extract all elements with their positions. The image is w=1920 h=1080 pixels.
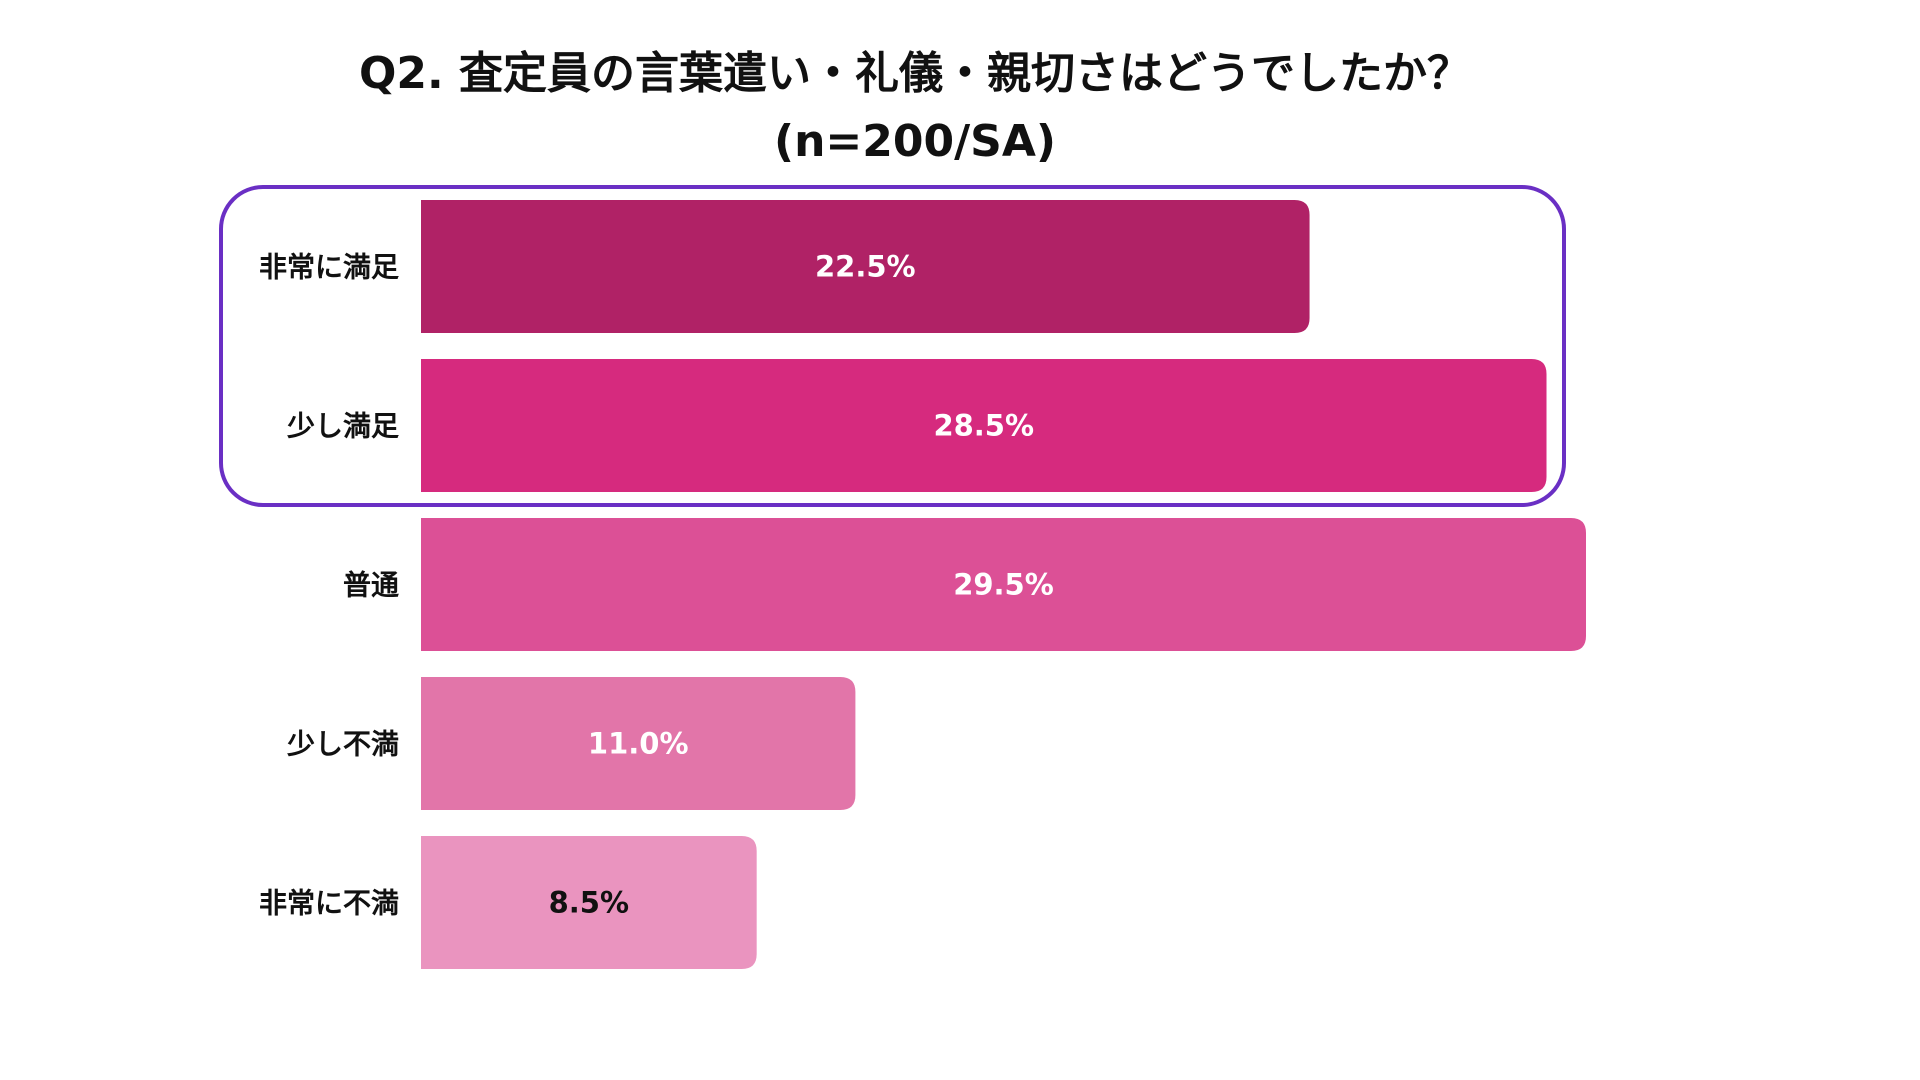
bar-3 [421,518,1586,651]
category-label: 少し不満 [287,728,399,761]
chart-subtitle: (n=200/SA) [774,116,1056,167]
bar-4 [421,677,856,810]
bar-1 [421,200,1310,333]
category-label: 少し満足 [287,410,399,443]
chart-title: Q2. 査定員の言葉遣い・礼儀・親切さはどうでしたか？ [359,48,1471,99]
bar-5 [421,836,757,969]
value-label: 11.0% [588,727,689,761]
category-label: 普通 [343,569,399,602]
bar-group: 非常に満足 22.5% 少し満足 28.5% 普通 29.5% 少し不満 11.0% 非常に不満… [219,185,1586,969]
bar-2 [421,359,1547,492]
value-label: 28.5% [933,409,1034,443]
category-label: 非常に不満 [259,887,399,920]
category-label: 非常に満足 [259,251,399,284]
highlight-frame [219,185,1566,507]
value-label: 22.5% [815,250,916,284]
value-label: 29.5% [953,568,1054,602]
value-label: 8.5% [549,886,629,920]
